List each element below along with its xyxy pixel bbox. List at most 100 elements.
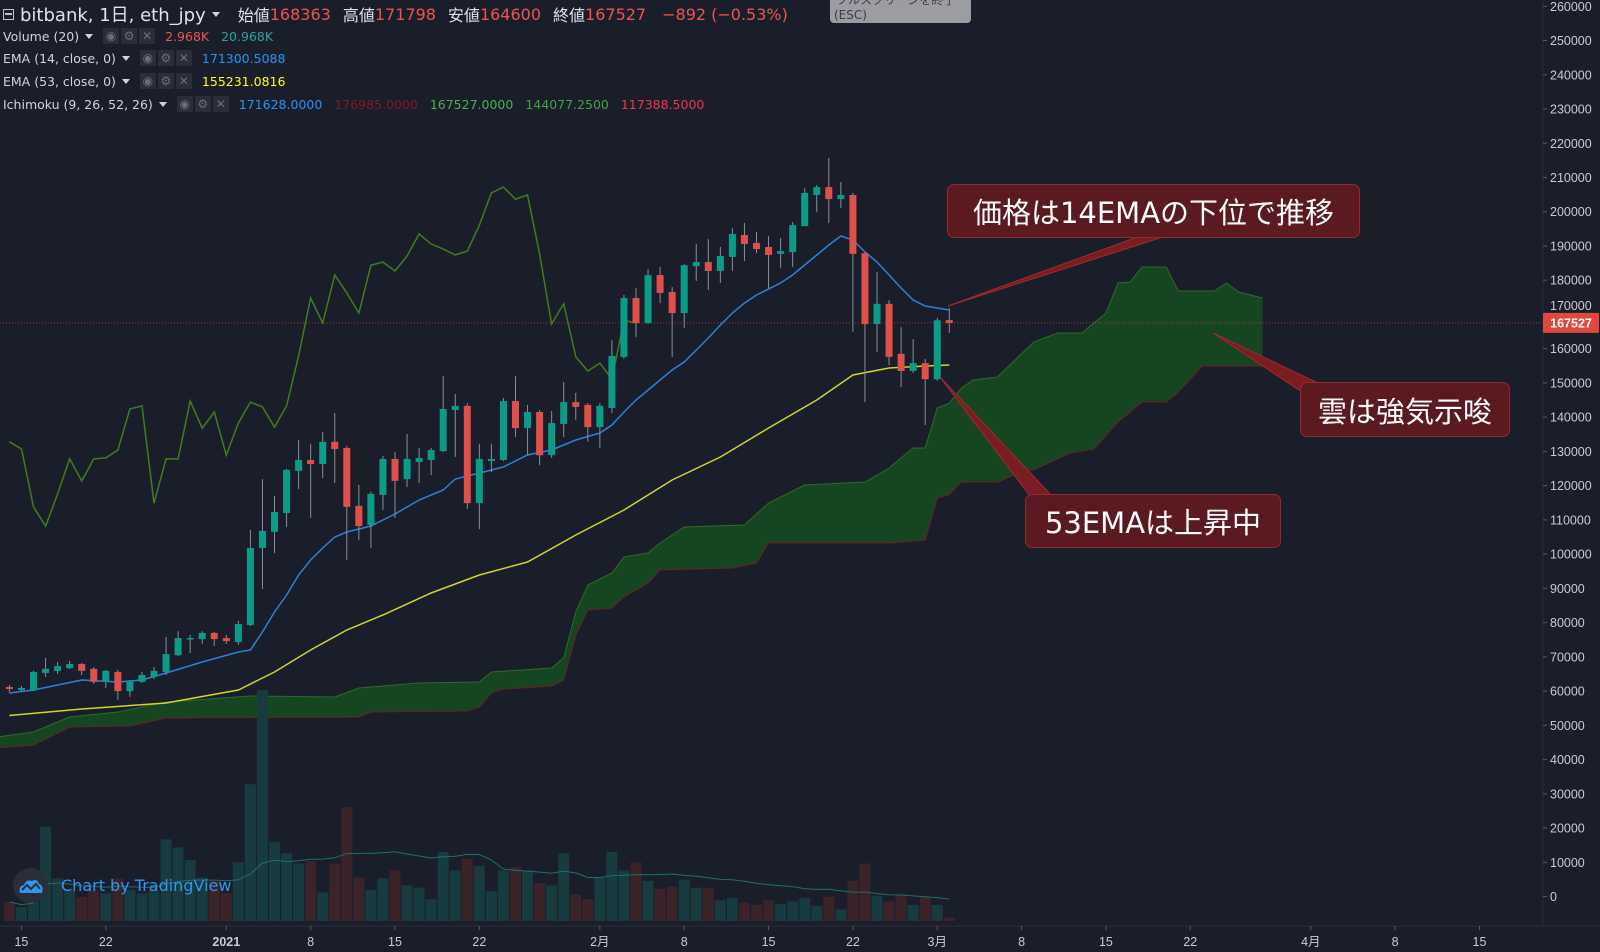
- candle: [825, 157, 833, 224]
- time-axis-label: 22: [846, 935, 860, 949]
- candle-body: [391, 458, 399, 481]
- price-axis-label: 220000: [1550, 137, 1592, 151]
- close-icon[interactable]: ✕: [175, 73, 192, 89]
- volume-bar: [534, 883, 546, 921]
- candle: [680, 264, 688, 329]
- candle: [596, 403, 604, 448]
- time-axis-label: 22: [472, 935, 486, 949]
- volume-bar: [28, 900, 39, 921]
- close-icon[interactable]: ✕: [175, 50, 192, 66]
- indicator-value: 20.968K: [221, 28, 274, 44]
- candle-body: [403, 458, 411, 480]
- indicator-label[interactable]: EMA (14, close, 0): [3, 50, 116, 66]
- eye-icon[interactable]: ◉: [139, 73, 156, 89]
- candle: [415, 447, 423, 483]
- volume-bar: [931, 904, 943, 921]
- candle-body: [933, 320, 941, 380]
- candle-body: [897, 353, 905, 371]
- indicator-row-volume[interactable]: Volume (20) ◉ ⚙ ✕ 2.968K 20.968K: [3, 26, 285, 46]
- indicator-label[interactable]: Volume (20): [3, 28, 80, 44]
- tradingview-watermark[interactable]: Chart by TradingView: [13, 868, 231, 903]
- candle: [210, 631, 218, 646]
- candle-body: [246, 547, 254, 626]
- close-icon[interactable]: ✕: [139, 28, 156, 44]
- price-axis-label: 200000: [1550, 205, 1592, 219]
- candle: [403, 433, 411, 488]
- close-icon[interactable]: ✕: [212, 96, 229, 112]
- eye-icon[interactable]: ◉: [103, 28, 120, 44]
- gear-icon[interactable]: ⚙: [194, 96, 211, 112]
- candle: [283, 468, 291, 528]
- indicator-label[interactable]: Ichimoku (9, 26, 52, 26): [3, 96, 153, 112]
- indicator-row-ema14[interactable]: EMA (14, close, 0) ◉ ⚙ ✕ 171300.5088: [3, 48, 297, 68]
- time-axis-label: 8: [1018, 935, 1025, 949]
- candle: [90, 667, 98, 684]
- time-axis-label: 4月: [1301, 935, 1320, 949]
- gear-icon[interactable]: ⚙: [157, 73, 174, 89]
- candle-body: [668, 291, 676, 314]
- volume-bar: [618, 870, 630, 921]
- indicator-value: 2.968K: [165, 28, 210, 44]
- candle: [897, 327, 905, 388]
- candle: [753, 231, 760, 254]
- candle-body: [210, 632, 218, 640]
- price-axis-label: 160000: [1550, 342, 1592, 356]
- volume-ma-line: [9, 851, 950, 906]
- chevron-down-icon[interactable]: [158, 101, 167, 107]
- time-axis[interactable]: 15 22 2021 8 15 22 2月 8 15 22 3月 8 15 22 4月 8 15: [14, 926, 1486, 949]
- candle-body: [825, 187, 833, 200]
- candles-layer: [5, 157, 953, 700]
- volume-bar: [269, 841, 280, 921]
- candle: [319, 431, 327, 479]
- volume-bar: [473, 865, 485, 921]
- candle-body: [427, 450, 435, 460]
- candle-body: [596, 405, 604, 428]
- candle-body: [777, 251, 785, 254]
- candle: [126, 680, 134, 697]
- indicator-label[interactable]: EMA (53, close, 0): [3, 73, 116, 89]
- chevron-down-icon[interactable]: [121, 55, 130, 61]
- volume-bar: [377, 878, 389, 921]
- indicator-row-ichimoku[interactable]: Ichimoku (9, 26, 52, 26) ◉ ⚙ ✕ 171628.0000…: [3, 94, 716, 114]
- candle: [102, 669, 110, 689]
- eye-icon[interactable]: ◉: [176, 96, 193, 112]
- price-axis-label: 40000: [1550, 753, 1585, 767]
- price-axis[interactable]: 260000 250000 240000 230000 220000 210000 2000…: [1543, 0, 1599, 904]
- annotation-ema53-rising[interactable]: 53EMAは上昇中: [1025, 494, 1281, 548]
- volume-bar: [775, 903, 787, 921]
- gear-icon[interactable]: ⚙: [157, 50, 174, 66]
- eye-icon[interactable]: ◉: [139, 50, 156, 66]
- gear-icon[interactable]: ⚙: [121, 28, 138, 44]
- candle-body: [451, 405, 459, 410]
- candle: [66, 660, 74, 669]
- chevron-down-icon[interactable]: [121, 78, 130, 84]
- chevron-down-icon[interactable]: [211, 11, 220, 17]
- candle-body: [753, 242, 760, 250]
- candle: [295, 440, 303, 490]
- collapse-legend-icon[interactable]: [3, 8, 14, 20]
- volume-bar: [160, 839, 172, 921]
- volume-bar: [184, 860, 196, 921]
- candle-body: [198, 632, 206, 640]
- annotation-price-below-ema14[interactable]: 価格は14EMAの下位で推移: [947, 184, 1360, 238]
- annotation-cloud-bullish[interactable]: 雲は強気示唆: [1300, 382, 1510, 437]
- indicator-row-ema53[interactable]: EMA (53, close, 0) ◉ ⚙ ✕ 155231.0816: [3, 71, 297, 91]
- chevron-down-icon[interactable]: [85, 33, 94, 39]
- price-axis-label: 80000: [1550, 616, 1585, 630]
- candle: [367, 491, 375, 548]
- volume-bar: [281, 853, 293, 921]
- candle-body: [632, 298, 640, 324]
- candle: [512, 376, 519, 438]
- candle-body: [765, 247, 773, 255]
- exit-fullscreen-tooltip[interactable]: フルスクリーンを終了 (ESC): [830, 0, 971, 23]
- symbol-title[interactable]: bitbank, 1日, eth_jpy: [20, 5, 206, 26]
- time-axis-label: 8: [681, 935, 688, 949]
- volume-bar: [449, 870, 461, 921]
- time-axis-label: 2021: [212, 935, 240, 949]
- candle: [692, 243, 700, 281]
- candle: [355, 484, 363, 541]
- volume-bar: [678, 879, 690, 921]
- candle-body: [186, 638, 194, 640]
- volume-bar: [293, 863, 305, 921]
